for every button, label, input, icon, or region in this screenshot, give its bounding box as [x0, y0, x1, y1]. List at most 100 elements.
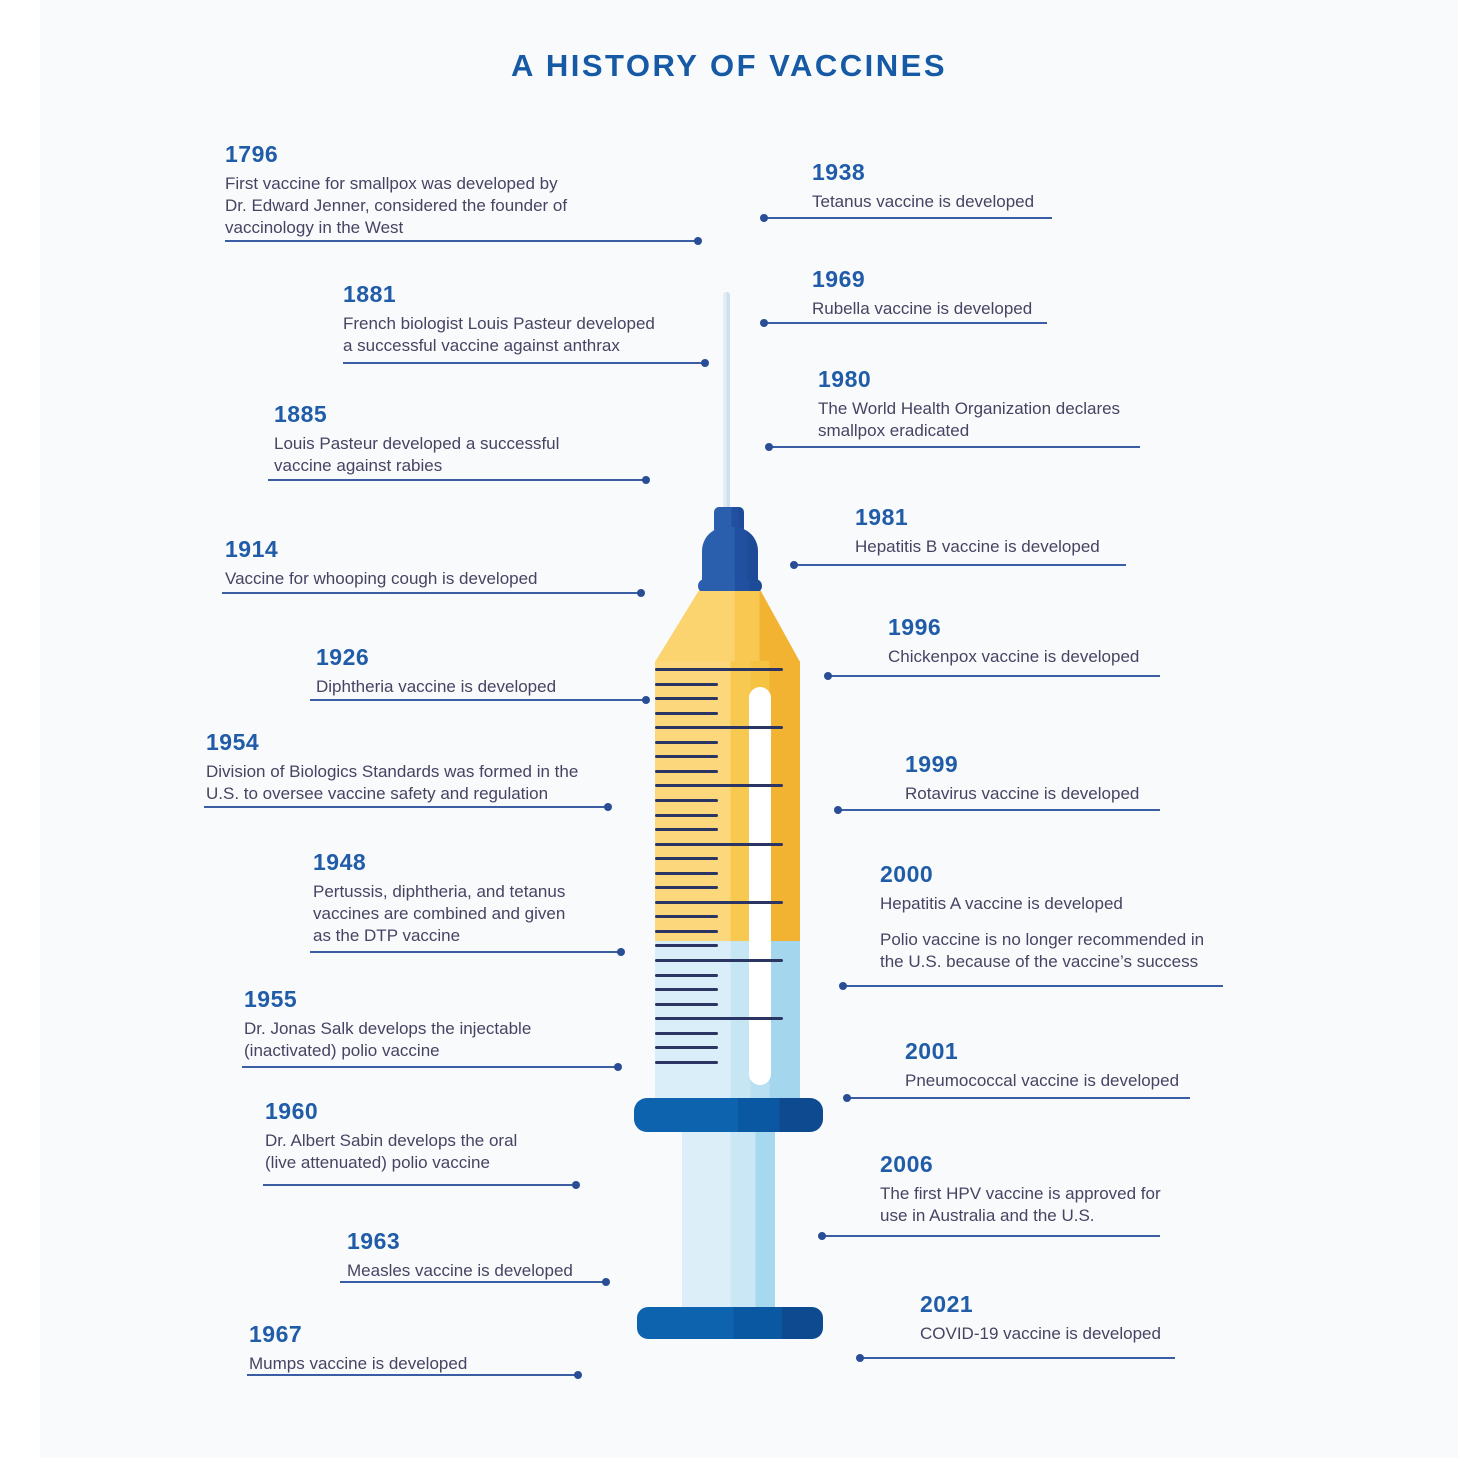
- timeline-entry-1996: 1996 Chickenpox vaccine is developed: [888, 614, 1228, 668]
- connector-1954: [204, 803, 612, 811]
- syringe-flange: [634, 1098, 823, 1132]
- connector-1955: [242, 1063, 622, 1071]
- syringe-cap: [702, 527, 758, 585]
- barrel-tick: [655, 1017, 783, 1020]
- entry-year: 1996: [888, 614, 942, 640]
- page-title: A HISTORY OF VACCINES: [510, 48, 948, 83]
- entry-description: The World Health Organization declares s…: [818, 399, 1121, 440]
- syringe-plunger-shaft: [682, 1132, 775, 1307]
- timeline-entry-1967: 1967 Mumps vaccine is developed: [249, 1321, 559, 1375]
- connector-1948: [310, 948, 625, 956]
- connector-2006: [818, 1232, 1160, 1240]
- entry-description: French biologist Louis Pasteur developed…: [343, 314, 655, 355]
- entry-description: Pertussis, diphtheria, and tetanus vacci…: [313, 882, 566, 945]
- timeline-entry-1881: 1881 French biologist Louis Pasteur deve…: [343, 281, 713, 357]
- entry-year: 1980: [818, 366, 872, 392]
- barrel-tick: [655, 726, 783, 729]
- timeline-entry-1955: 1955 Dr. Jonas Salk develops the injecta…: [244, 986, 584, 1062]
- connector-1960: [263, 1181, 580, 1189]
- entry-description: Pneumococcal vaccine is developed: [905, 1071, 1180, 1090]
- barrel-tick: [655, 1032, 718, 1035]
- connector-1999: [834, 806, 1160, 814]
- timeline-entry-1938: 1938 Tetanus vaccine is developed: [812, 159, 1142, 213]
- entry-description: The first HPV vaccine is approved for us…: [880, 1184, 1161, 1225]
- entry-year: 2000: [880, 861, 934, 887]
- timeline-entry-2000: 2000 Hepatitis A vaccine is developed Po…: [880, 861, 1250, 973]
- barrel-tick: [655, 755, 718, 758]
- barrel-tick: [655, 915, 718, 918]
- timeline-entry-1960: 1960 Dr. Albert Sabin develops the oral …: [265, 1098, 575, 1174]
- barrel-tick: [655, 814, 718, 817]
- barrel-tick: [655, 1003, 718, 1006]
- timeline-entry-1980: 1980 The World Health Organization decla…: [818, 366, 1168, 442]
- entry-year: 2021: [920, 1291, 974, 1317]
- entry-description-secondary: Polio vaccine is no longer recommended i…: [880, 930, 1205, 971]
- barrel-tick: [655, 683, 718, 686]
- connector-2021: [856, 1354, 1175, 1362]
- entry-year: 1885: [274, 401, 328, 427]
- connector-1969: [760, 319, 1047, 327]
- timeline-entry-2021: 2021 COVID-19 vaccine is developed: [920, 1291, 1250, 1345]
- connector-2000: [839, 982, 1223, 990]
- entry-description: Tetanus vaccine is developed: [812, 192, 1035, 211]
- entry-description: Diphtheria vaccine is developed: [316, 677, 557, 696]
- barrel-tick: [655, 712, 718, 715]
- entry-year: 1955: [244, 986, 298, 1012]
- entry-description: Vaccine for whooping cough is developed: [225, 569, 538, 588]
- entry-year: 1938: [812, 159, 866, 185]
- timeline-entry-2006: 2006 The first HPV vaccine is approved f…: [880, 1151, 1210, 1227]
- entry-description: Hepatitis B vaccine is developed: [855, 537, 1100, 556]
- barrel-tick: [655, 930, 718, 933]
- connector-2001: [843, 1094, 1190, 1102]
- entry-description: Mumps vaccine is developed: [249, 1354, 468, 1373]
- entry-description: Chickenpox vaccine is developed: [888, 647, 1140, 666]
- timeline-entry-1969: 1969 Rubella vaccine is developed: [812, 266, 1142, 320]
- timeline-entry-1954: 1954 Division of Biologics Standards was…: [206, 729, 626, 805]
- entry-description: Division of Biologics Standards was form…: [206, 762, 579, 803]
- entry-year: 1926: [316, 644, 370, 670]
- timeline-entry-1999: 1999 Rotavirus vaccine is developed: [905, 751, 1235, 805]
- barrel-tick: [655, 959, 783, 962]
- timeline-entry-1926: 1926 Diphtheria vaccine is developed: [316, 644, 646, 698]
- entry-description: Hepatitis A vaccine is developed: [880, 894, 1123, 913]
- connector-1996: [824, 672, 1160, 680]
- timeline-entry-1981: 1981 Hepatitis B vaccine is developed: [855, 504, 1195, 558]
- entry-year: 1967: [249, 1321, 303, 1347]
- timeline-entry-1914: 1914 Vaccine for whooping cough is devel…: [225, 536, 645, 590]
- entry-description: Rotavirus vaccine is developed: [905, 784, 1140, 803]
- barrel-tick: [655, 741, 718, 744]
- connector-1926: [310, 696, 650, 704]
- entry-year: 1969: [812, 266, 866, 292]
- connector-1881: [343, 359, 709, 367]
- entry-year: 1960: [265, 1098, 319, 1124]
- connector-1796: [225, 237, 702, 245]
- barrel-tick: [655, 1061, 718, 1064]
- syringe-plunger-end: [637, 1307, 823, 1339]
- entry-year: 1914: [225, 536, 279, 562]
- timeline-entry-1885: 1885 Louis Pasteur developed a successfu…: [274, 401, 614, 477]
- entry-year: 1948: [313, 849, 367, 875]
- entry-year: 1999: [905, 751, 959, 777]
- timeline-entry-1948: 1948 Pertussis, diphtheria, and tetanus …: [313, 849, 623, 947]
- syringe-needle: [723, 292, 730, 512]
- entry-year: 1881: [343, 281, 397, 307]
- left-margin-strip: [0, 0, 40, 1458]
- connector-1980: [765, 443, 1140, 451]
- barrel-tick: [655, 668, 783, 671]
- entry-description: Rubella vaccine is developed: [812, 299, 1033, 318]
- entry-year: 1963: [347, 1228, 401, 1254]
- barrel-tick: [655, 770, 718, 773]
- connector-1981: [790, 561, 1126, 569]
- barrel-tick: [655, 872, 718, 875]
- timeline-entry-2001: 2001 Pneumococcal vaccine is developed: [905, 1038, 1245, 1092]
- entry-description: COVID-19 vaccine is developed: [920, 1324, 1161, 1343]
- entry-description: Louis Pasteur developed a successful vac…: [274, 434, 560, 475]
- barrel-tick: [655, 944, 718, 947]
- connector-1963: [340, 1278, 610, 1286]
- entry-year: 1796: [225, 141, 279, 167]
- barrel-tick: [655, 988, 718, 991]
- connector-1914: [222, 589, 645, 597]
- syringe-cap-base: [698, 579, 762, 593]
- barrel-tick: [655, 828, 718, 831]
